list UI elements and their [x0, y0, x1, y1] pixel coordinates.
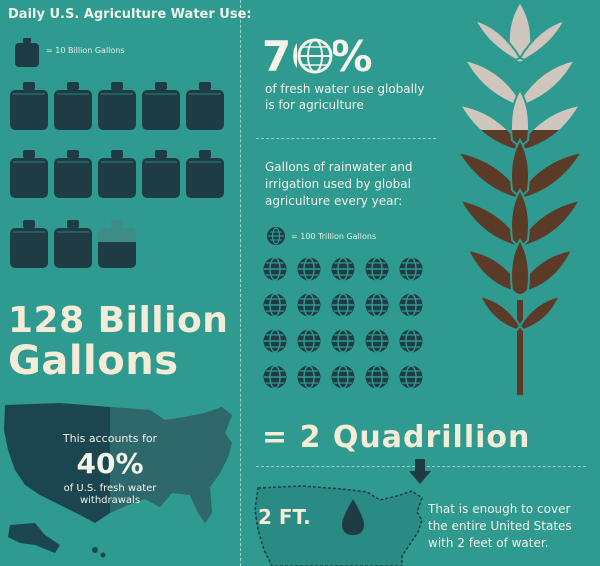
map-percent: 40% [76, 447, 144, 480]
globe-legend-icon [267, 227, 285, 245]
partial-jug [98, 220, 136, 268]
map-text-top: This accounts for [62, 432, 158, 445]
jug-row-3 [9, 219, 136, 269]
jug-legend-text: = 10 Billion Gallons [46, 46, 125, 55]
jug-row-2 [9, 149, 225, 199]
enough-text-2: the entire United States [428, 519, 572, 533]
mid-divider-1 [256, 138, 436, 139]
percent-sign: % [330, 32, 373, 81]
total-line-1: 128 Billion [8, 300, 229, 341]
enough-text-1: That is enough to cover [428, 502, 571, 516]
jug-legend-icon [15, 38, 39, 67]
us-map-bottom [254, 485, 423, 566]
feet-label: 2 FT. [258, 505, 311, 529]
enough-text-3: with 2 feet of water. [428, 536, 549, 550]
left-title: Daily U.S. Agriculture Water Use: [8, 7, 252, 22]
wheat-illustration [457, 1, 583, 395]
column-divider [240, 0, 241, 566]
percent-text-2: is for agriculture [265, 98, 364, 112]
globe-legend-text: = 100 Trillion Gallons [291, 232, 377, 241]
globe-grid [262, 256, 424, 390]
total-line-2: Gallons [8, 338, 179, 384]
jug-row-1 [9, 81, 225, 131]
percent-text-1: of fresh water use globally [265, 82, 425, 96]
globe-icon [297, 36, 333, 76]
equals-quadrillion: = 2 Quadrillion [262, 420, 531, 455]
water-drop-icon [342, 499, 364, 535]
jug-grid [9, 81, 225, 269]
down-arrow-icon [409, 459, 431, 484]
map-text-bottom-1: of U.S. fresh water [63, 483, 157, 494]
us-map-left [4, 403, 232, 558]
map-text-bottom-2: withdrawals [79, 495, 141, 506]
rain-text-3: agriculture every year: [265, 194, 403, 208]
rain-text-2: irrigation used by global [265, 177, 411, 191]
rain-text-1: Gallons of rainwater and [265, 160, 413, 174]
